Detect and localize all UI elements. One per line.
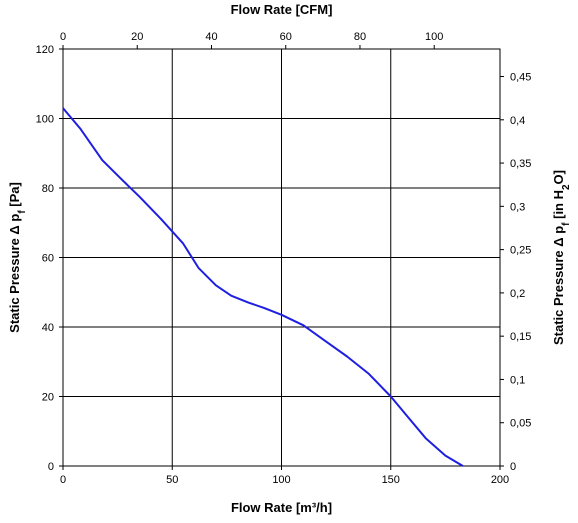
y-axis-title-left: Static Pressure Δ pf [Pa] (7, 182, 28, 333)
grid-layer (62, 48, 501, 467)
y-right-tick-label: 0,15 (510, 331, 531, 343)
y-right-tick-label: 0 (510, 461, 516, 473)
y-right-tick-label: 0,1 (510, 374, 525, 386)
y-tick-label: 80 (42, 183, 54, 195)
x-tick-label: 0 (60, 474, 66, 486)
y-tick-label: 0 (48, 461, 54, 473)
y-right-tick-label: 0,25 (510, 245, 531, 257)
y-tick-label: 60 (42, 253, 54, 265)
x-top-tick-label: 0 (60, 31, 66, 43)
series-line (62, 107, 464, 467)
y-right-tick-label: 0,05 (510, 418, 531, 430)
y-axis-title-right: Static Pressure Δ pf [in H2O] (551, 170, 572, 345)
y-tick-label: 100 (36, 114, 54, 126)
y-right-tick-label: 0,45 (510, 72, 531, 84)
x-top-tick-label: 40 (205, 31, 217, 43)
x-axis-title-top: Flow Rate [CFM] (231, 2, 333, 17)
x-top-tick-label: 100 (425, 31, 443, 43)
x-top-tick-label: 60 (280, 31, 292, 43)
y-tick-label: 40 (42, 322, 54, 334)
x-top-tick-label: 20 (131, 31, 143, 43)
x-tick-label: 100 (272, 474, 290, 486)
x-top-tick-label: 80 (354, 31, 366, 43)
x-tick-label: 200 (491, 474, 509, 486)
y-tick-label: 20 (42, 392, 54, 404)
series-layer (62, 107, 464, 467)
x-axis-title-bottom: Flow Rate [m³/h] (231, 500, 332, 515)
y-right-tick-label: 0,3 (510, 201, 525, 213)
x-tick-label: 150 (382, 474, 400, 486)
y-right-tick-label: 0,2 (510, 288, 525, 300)
y-tick-label: 120 (36, 44, 54, 56)
x-tick-label: 50 (166, 474, 178, 486)
y-right-tick-label: 0,35 (510, 158, 531, 170)
y-right-tick-label: 0,4 (510, 115, 525, 127)
